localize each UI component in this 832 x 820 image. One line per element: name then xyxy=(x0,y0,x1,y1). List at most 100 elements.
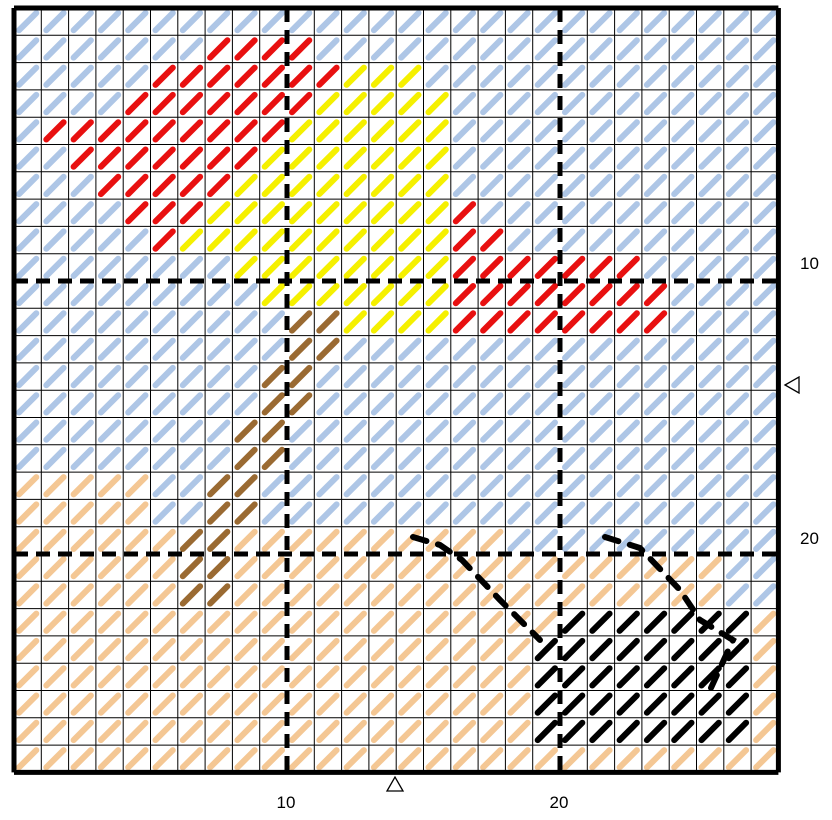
stitch xyxy=(534,310,558,334)
stitch xyxy=(370,64,395,88)
stitch xyxy=(343,528,367,552)
stitch xyxy=(562,37,586,61)
stitch xyxy=(507,310,531,334)
stitch xyxy=(725,283,750,307)
stitch xyxy=(534,37,558,61)
stitch xyxy=(589,173,613,198)
stitch xyxy=(698,255,722,279)
stitch xyxy=(589,446,613,471)
stitch xyxy=(43,610,67,634)
stitch xyxy=(753,119,777,143)
stitch xyxy=(589,37,613,61)
stitch xyxy=(616,446,640,471)
stitch xyxy=(316,228,340,252)
stitch xyxy=(589,10,613,34)
stitch xyxy=(562,583,586,607)
stitch xyxy=(370,719,395,744)
stitch xyxy=(316,747,340,771)
stitch xyxy=(616,637,640,662)
stitch xyxy=(671,119,695,143)
stitch xyxy=(261,283,285,307)
stitch xyxy=(616,173,640,198)
stitch xyxy=(671,528,695,552)
stitch xyxy=(562,337,586,361)
stitch xyxy=(152,501,176,525)
stitch xyxy=(207,719,231,744)
stitch xyxy=(452,719,477,744)
stitch xyxy=(289,583,313,607)
stitch xyxy=(234,610,258,634)
stitch xyxy=(643,419,668,443)
stitch xyxy=(725,528,750,552)
stitch xyxy=(125,283,149,307)
stitch xyxy=(452,419,477,443)
stitch xyxy=(125,146,149,170)
stitch xyxy=(753,255,777,279)
stitch xyxy=(316,692,340,716)
stitch xyxy=(671,283,695,307)
stitch xyxy=(698,146,722,170)
stitch xyxy=(480,10,504,34)
stitch xyxy=(43,637,67,662)
stitch xyxy=(289,747,313,771)
stitch xyxy=(43,64,67,88)
stitch xyxy=(534,692,558,716)
stitch xyxy=(643,37,668,61)
stitch xyxy=(562,10,586,34)
stitch xyxy=(616,556,640,580)
stitch xyxy=(507,747,531,771)
stitch xyxy=(398,446,422,471)
stitch xyxy=(261,337,285,361)
stitch xyxy=(507,556,531,580)
stitch xyxy=(671,146,695,170)
stitch xyxy=(698,392,722,416)
stitch xyxy=(725,119,750,143)
stitch xyxy=(16,64,40,88)
stitch xyxy=(671,37,695,61)
stitch xyxy=(343,201,367,225)
stitch xyxy=(70,173,94,198)
stitch xyxy=(179,528,204,552)
stitch xyxy=(316,583,340,607)
stitch xyxy=(97,146,122,170)
stitch xyxy=(534,392,558,416)
stitch xyxy=(698,310,722,334)
stitch xyxy=(643,692,668,716)
stitch xyxy=(261,665,285,689)
stitch xyxy=(289,337,313,361)
stitch xyxy=(16,283,40,307)
stitch xyxy=(289,474,313,498)
stitch xyxy=(698,283,722,307)
stitch xyxy=(97,37,122,61)
stitch xyxy=(507,364,531,389)
stitch xyxy=(425,337,449,361)
stitch xyxy=(316,255,340,279)
stitch xyxy=(452,146,477,170)
stitch xyxy=(234,665,258,689)
stitch xyxy=(370,255,395,279)
stitch xyxy=(179,556,204,580)
stitch xyxy=(16,610,40,634)
stitch xyxy=(179,392,204,416)
stitch xyxy=(316,146,340,170)
stitch xyxy=(616,310,640,334)
stitch xyxy=(16,337,40,361)
stitch xyxy=(179,337,204,361)
stitch xyxy=(480,692,504,716)
stitch xyxy=(616,337,640,361)
stitch xyxy=(43,119,67,143)
stitch xyxy=(179,91,204,116)
stitch xyxy=(152,364,176,389)
stitch xyxy=(43,747,67,771)
stitch xyxy=(753,610,777,634)
stitch xyxy=(343,283,367,307)
stitch xyxy=(425,201,449,225)
stitch xyxy=(261,10,285,34)
stitch xyxy=(452,583,477,607)
stitch xyxy=(753,637,777,662)
stitch xyxy=(425,610,449,634)
stitch xyxy=(643,719,668,744)
stitch xyxy=(289,501,313,525)
stitch xyxy=(616,255,640,279)
stitch xyxy=(452,10,477,34)
